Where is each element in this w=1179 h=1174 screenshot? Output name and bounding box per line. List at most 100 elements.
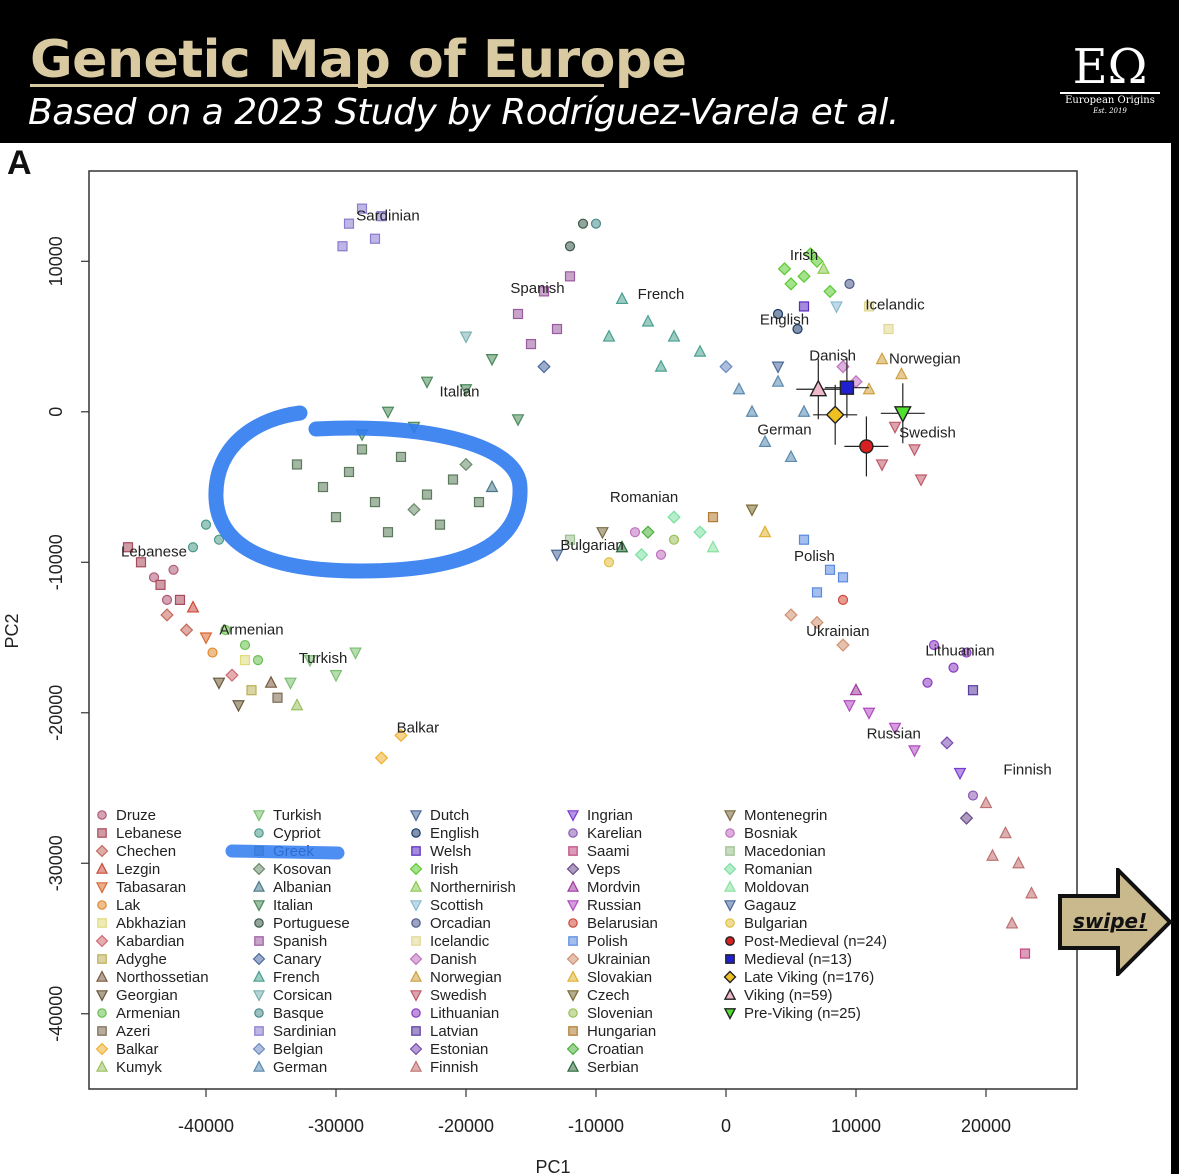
data-point bbox=[771, 374, 785, 387]
legend-marker bbox=[97, 1026, 107, 1036]
data-point bbox=[837, 572, 849, 583]
legend-label: Moldovan bbox=[744, 879, 809, 896]
legend-label: Icelandic bbox=[430, 933, 490, 950]
data-point bbox=[875, 459, 889, 472]
data-point bbox=[434, 519, 446, 530]
legend-label: Swedish bbox=[430, 987, 487, 1004]
legend-marker bbox=[411, 1026, 421, 1036]
legend-marker bbox=[95, 882, 109, 894]
data-point bbox=[967, 790, 979, 801]
data-point bbox=[967, 685, 979, 696]
legend-marker bbox=[411, 828, 421, 838]
y-tick-label: 0 bbox=[46, 407, 66, 417]
data-point bbox=[706, 540, 720, 553]
data-point bbox=[376, 211, 387, 222]
legend-marker bbox=[409, 1042, 423, 1056]
data-point bbox=[803, 247, 818, 261]
page-title: Genetic Map of Europe bbox=[30, 30, 687, 90]
cluster-label: Finnish bbox=[1003, 761, 1051, 778]
legend-label: Belgian bbox=[273, 1041, 323, 1058]
legend-label: Basque bbox=[273, 1005, 324, 1022]
data-point bbox=[596, 527, 609, 540]
cluster-label: Ukrainian bbox=[806, 623, 869, 640]
data-point bbox=[693, 344, 707, 357]
legend-label: Latvian bbox=[430, 1023, 478, 1040]
data-point bbox=[199, 632, 213, 645]
right-arrow-icon[interactable] bbox=[1058, 868, 1174, 976]
legend-marker bbox=[725, 936, 735, 946]
data-point bbox=[239, 654, 251, 666]
legend-label: Kabardian bbox=[116, 933, 184, 950]
legend-label: Post-Medieval (n=24) bbox=[744, 933, 887, 950]
x-tick-label: -30000 bbox=[308, 1116, 364, 1136]
data-point bbox=[291, 459, 303, 470]
data-point bbox=[999, 826, 1012, 839]
legend-label: Lebanese bbox=[116, 825, 182, 842]
legend-label: Adyghe bbox=[116, 951, 167, 968]
legend-marker bbox=[723, 988, 737, 1000]
legend-marker bbox=[723, 862, 737, 876]
legend-label: Turkish bbox=[273, 807, 322, 824]
data-point bbox=[615, 540, 629, 553]
data-point bbox=[179, 623, 194, 637]
legend-label: English bbox=[430, 825, 479, 842]
data-point bbox=[830, 301, 843, 314]
data-point bbox=[343, 218, 355, 229]
legend-label: Bulgarian bbox=[744, 915, 807, 932]
legend-label: Druze bbox=[116, 807, 156, 824]
swipe-label[interactable]: swipe! bbox=[1073, 909, 1148, 933]
x-tick-label: -10000 bbox=[568, 1116, 624, 1136]
data-point bbox=[693, 525, 707, 539]
logo-est: Est. 2019 bbox=[1093, 107, 1127, 115]
data-point bbox=[654, 359, 668, 372]
legend-label: Danish bbox=[430, 951, 477, 968]
legend-label: Mordvin bbox=[587, 879, 640, 896]
data-points bbox=[122, 203, 1038, 959]
figure-panel bbox=[0, 143, 1171, 1174]
legend-marker bbox=[723, 970, 737, 984]
legend-marker bbox=[97, 1008, 107, 1018]
data-point bbox=[1005, 916, 1019, 929]
cluster-label: Icelandic bbox=[865, 296, 925, 313]
legend-marker bbox=[95, 970, 109, 982]
title-underline bbox=[30, 84, 604, 87]
legend-marker bbox=[97, 810, 107, 820]
legend-label: Veps bbox=[587, 861, 620, 878]
data-point bbox=[330, 512, 342, 523]
data-point bbox=[577, 218, 589, 229]
data-point bbox=[758, 434, 772, 447]
legend-label: Georgian bbox=[116, 987, 178, 1004]
data-point bbox=[798, 301, 810, 312]
data-point bbox=[232, 700, 245, 713]
cluster-label: English bbox=[760, 312, 809, 329]
legend-label: Ukrainian bbox=[587, 951, 650, 968]
data-point bbox=[862, 707, 876, 720]
data-point bbox=[634, 548, 649, 562]
logo-name: European Origins bbox=[1065, 95, 1155, 106]
legend-label: Northossetian bbox=[116, 969, 209, 986]
legend-marker bbox=[97, 918, 107, 928]
x-tick-label: 20000 bbox=[961, 1116, 1011, 1136]
legend-label: Armenian bbox=[116, 1005, 180, 1022]
cluster-label: Irish bbox=[790, 247, 818, 264]
ancient-sample-point bbox=[893, 406, 912, 424]
legend-marker bbox=[411, 936, 421, 946]
data-point bbox=[629, 527, 641, 538]
brand-logo: EΩ European Origins Est. 2019 bbox=[1060, 42, 1160, 116]
data-point bbox=[953, 767, 967, 781]
data-point bbox=[525, 338, 537, 350]
legend-marker bbox=[566, 1042, 580, 1056]
highlight-loop bbox=[208, 405, 528, 579]
data-point bbox=[908, 444, 921, 457]
data-point bbox=[732, 382, 746, 395]
legend-marker bbox=[725, 828, 735, 838]
data-point bbox=[1019, 948, 1031, 959]
data-point bbox=[272, 692, 283, 703]
data-point bbox=[160, 608, 174, 622]
legend-marker bbox=[723, 810, 737, 822]
right-edge bbox=[1171, 143, 1179, 1174]
legend: DruzeLebaneseChechenLezginTabasaranLakAb… bbox=[95, 807, 887, 1076]
legend-label: Medieval (n=13) bbox=[744, 951, 852, 968]
data-point bbox=[844, 278, 855, 289]
data-point bbox=[590, 218, 602, 229]
